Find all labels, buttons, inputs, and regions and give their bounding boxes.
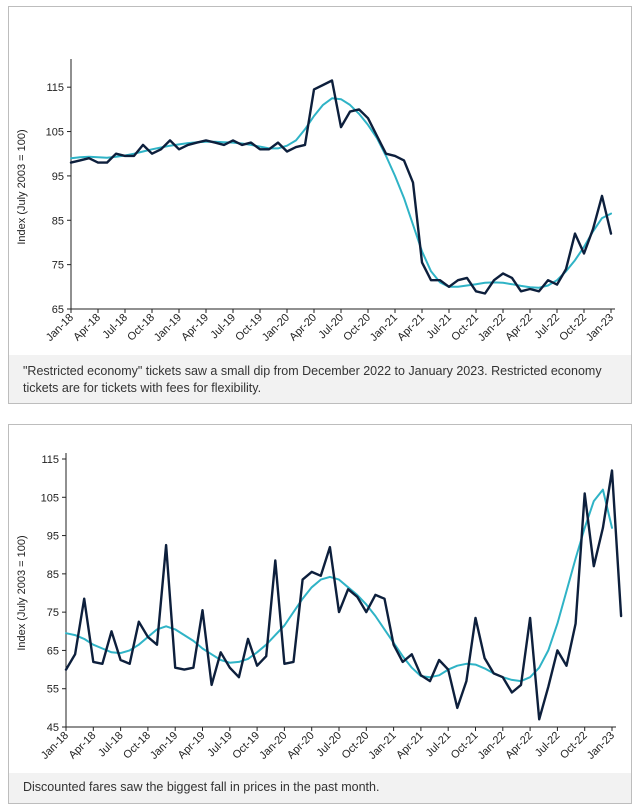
series-line-index (69, 79, 613, 295)
chart-caption: "Restricted economy" tickets saw a small… (9, 355, 631, 403)
line-chart-restricted-economy: 65758595105115Jan-18Apr-18Jul-18Oct-18Ja… (16, 59, 616, 344)
y-tick-label: 75 (52, 260, 64, 272)
x-tick-label: Apr-22 (503, 312, 535, 344)
y-tick-label: 65 (47, 645, 59, 657)
y-tick-label: 55 (47, 684, 59, 696)
x-tick-label: Jan-23 (584, 312, 616, 344)
y-tick-label: 85 (52, 215, 64, 227)
x-tick-label: Apr-19 (176, 730, 208, 762)
x-tick-label: Jul-22 (533, 730, 563, 760)
x-tick-label: Apr-20 (287, 312, 319, 344)
y-tick-label: 95 (52, 171, 64, 183)
x-tick-label: Jan-21 (368, 312, 400, 344)
chart-caption: Discounted fares saw the biggest fall in… (9, 773, 631, 803)
x-tick-label: Jul-18 (96, 730, 126, 760)
x-tick-label: Oct-18 (121, 730, 153, 762)
x-tick-label: Apr-21 (395, 312, 427, 344)
series-line-trend (70, 97, 612, 289)
x-tick-label: Oct-20 (341, 312, 373, 344)
x-tick-label: Oct-18 (125, 312, 157, 344)
y-tick-label: 95 (47, 531, 59, 543)
x-tick-label: Oct-22 (557, 312, 589, 344)
x-tick-label: Oct-19 (230, 730, 262, 762)
x-tick-label: Jan-19 (152, 312, 184, 344)
x-tick-label: Oct-20 (340, 730, 372, 762)
y-tick-label: 105 (41, 492, 59, 504)
x-tick-label: Jul-19 (205, 730, 235, 760)
y-tick-label: 105 (46, 127, 64, 139)
x-tick-label: Jan-20 (260, 312, 292, 344)
x-tick-label: Apr-21 (394, 730, 426, 762)
x-tick-label: Jan-22 (476, 730, 508, 762)
x-tick-label: Oct-21 (449, 730, 481, 762)
chart-panel-restricted-economy: 65 75 85 95 105 115 Jan-18 Apr-18 Jul-18 Oct-18 Ja… (8, 6, 632, 404)
series-line-trend (65, 488, 613, 683)
x-tick-label: Apr-22 (503, 730, 535, 762)
y-tick-label: 115 (46, 82, 64, 94)
x-tick-label: Jan-19 (148, 730, 180, 762)
x-tick-label: Jan-23 (585, 730, 617, 762)
x-tick-label: Oct-22 (558, 730, 590, 762)
x-tick-label: Apr-20 (285, 730, 317, 762)
series-line-index (64, 469, 623, 721)
x-tick-label: Apr-18 (71, 312, 103, 344)
line-chart-discounted-fares: 455565758595105115Jan-18Apr-18Jul-18Oct-… (16, 453, 623, 762)
y-tick-label: 115 (41, 454, 59, 466)
y-axis-label: Index (July 2003 = 100) (16, 535, 28, 650)
x-tick-label: Jul-19 (208, 312, 238, 342)
x-tick-label: Jan-22 (476, 312, 508, 344)
x-tick-label: Jul-20 (314, 730, 344, 760)
x-tick-label: Jan-18 (39, 730, 71, 762)
x-tick-label: Jul-21 (424, 312, 454, 342)
x-tick-label: Apr-18 (67, 730, 99, 762)
x-tick-label: Jan-20 (257, 730, 289, 762)
x-tick-label: Oct-19 (233, 312, 265, 344)
x-tick-label: Oct-21 (449, 312, 481, 344)
y-axis-label: Index (July 2003 = 100) (16, 129, 28, 244)
x-tick-label: Jul-18 (100, 312, 130, 342)
x-tick-label: Jul-22 (532, 312, 562, 342)
x-tick-label: Jan-21 (366, 730, 398, 762)
y-tick-label: 75 (47, 607, 59, 619)
y-tick-label: 45 (47, 722, 59, 734)
x-tick-label: Jan-18 (44, 312, 76, 344)
chart-panel-discounted-fares: 45 55 65 75 85 95 105 115 Jan-18 Apr-18 Jul-18 Oct-… (8, 424, 632, 804)
y-tick-label: 65 (52, 304, 64, 316)
x-tick-label: Jul-20 (316, 312, 346, 342)
y-tick-label: 85 (47, 569, 59, 581)
x-tick-label: Apr-19 (179, 312, 211, 344)
x-tick-label: Jul-21 (424, 730, 454, 760)
